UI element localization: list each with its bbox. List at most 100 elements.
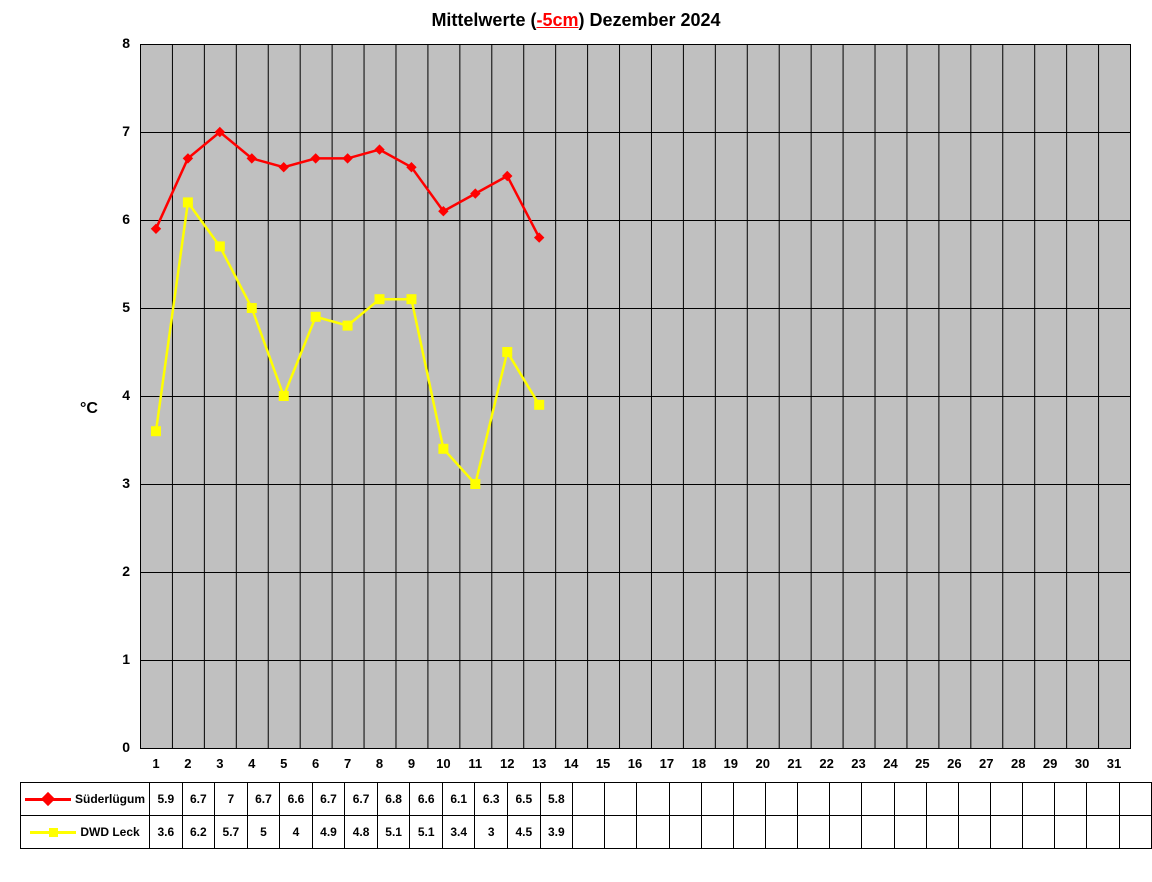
data-cell	[637, 816, 669, 849]
y-tick: 6	[100, 211, 130, 227]
x-tick: 21	[779, 756, 811, 771]
data-cell: 5.9	[150, 783, 183, 816]
y-tick: 5	[100, 299, 130, 315]
series-name: DWD Leck	[76, 825, 139, 839]
y-tick: 0	[100, 739, 130, 755]
data-cell	[1087, 816, 1119, 849]
data-cell: 4.5	[508, 816, 541, 849]
x-tick: 24	[875, 756, 907, 771]
data-cell: 5.1	[410, 816, 443, 849]
x-tick: 17	[651, 756, 683, 771]
data-cell	[605, 783, 637, 816]
data-cell: 6.6	[410, 783, 443, 816]
data-cell: 6.8	[377, 783, 410, 816]
x-tick: 27	[970, 756, 1002, 771]
data-cell	[1023, 783, 1055, 816]
x-tick: 3	[204, 756, 236, 771]
x-tick: 8	[364, 756, 396, 771]
data-cell: 6.7	[247, 783, 280, 816]
y-tick: 2	[100, 563, 130, 579]
data-cell: 5	[247, 816, 280, 849]
series-name: Süderlügum	[71, 792, 145, 806]
x-tick: 25	[906, 756, 938, 771]
square-marker-icon	[30, 825, 76, 839]
x-tick: 5	[268, 756, 300, 771]
data-cell: 5.1	[377, 816, 410, 849]
title-prefix: Mittelwerte (	[431, 10, 536, 30]
data-cell: 3.4	[442, 816, 475, 849]
title-highlight: -5cm	[536, 10, 578, 30]
y-tick: 8	[100, 35, 130, 51]
data-cell: 6.1	[442, 783, 475, 816]
data-cell: 5.7	[215, 816, 248, 849]
data-cell	[701, 816, 733, 849]
data-table: Süderlügum5.96.776.76.66.76.76.86.66.16.…	[20, 782, 1152, 849]
x-tick: 13	[523, 756, 555, 771]
legend-cell: Süderlügum	[21, 783, 150, 816]
y-axis-label: °C	[80, 400, 98, 418]
y-tick: 1	[100, 651, 130, 667]
x-tick: 7	[332, 756, 364, 771]
data-cell: 3.6	[150, 816, 183, 849]
data-cell	[573, 783, 605, 816]
diamond-marker-icon	[25, 792, 71, 806]
data-cell	[894, 783, 926, 816]
data-cell	[1023, 816, 1055, 849]
data-cell	[990, 816, 1022, 849]
data-cell	[958, 816, 990, 849]
x-tick: 31	[1098, 756, 1130, 771]
data-cell	[669, 783, 701, 816]
x-tick: 10	[427, 756, 459, 771]
x-tick: 1	[140, 756, 172, 771]
data-cell: 4.8	[345, 816, 378, 849]
title-suffix: ) Dezember 2024	[578, 10, 720, 30]
data-cell: 7	[215, 783, 248, 816]
data-cell	[958, 783, 990, 816]
data-cell: 6.2	[182, 816, 215, 849]
data-cell	[926, 783, 958, 816]
x-tick: 12	[491, 756, 523, 771]
x-tick: 19	[715, 756, 747, 771]
data-cell: 3.9	[540, 816, 573, 849]
data-cell	[573, 816, 605, 849]
x-tick: 26	[938, 756, 970, 771]
data-cell: 4	[280, 816, 313, 849]
x-tick: 14	[555, 756, 587, 771]
data-cell	[637, 783, 669, 816]
x-tick: 22	[811, 756, 843, 771]
data-cell	[1055, 783, 1087, 816]
chart-title: Mittelwerte (-5cm) Dezember 2024	[0, 10, 1152, 31]
data-cell	[765, 783, 797, 816]
data-cell	[862, 816, 894, 849]
y-tick: 3	[100, 475, 130, 491]
data-cell	[926, 816, 958, 849]
x-tick: 30	[1066, 756, 1098, 771]
data-cell	[830, 816, 862, 849]
x-tick: 11	[459, 756, 491, 771]
data-cell	[669, 816, 701, 849]
data-cell: 6.7	[182, 783, 215, 816]
y-tick: 7	[100, 123, 130, 139]
legend-cell: DWD Leck	[21, 816, 150, 849]
data-cell	[1119, 816, 1151, 849]
x-tick: 23	[843, 756, 875, 771]
y-tick: 4	[100, 387, 130, 403]
data-cell	[1055, 816, 1087, 849]
data-cell	[733, 783, 765, 816]
data-cell: 4.9	[312, 816, 345, 849]
data-cell	[765, 816, 797, 849]
data-cell: 6.3	[475, 783, 508, 816]
data-cell	[862, 783, 894, 816]
data-cell	[733, 816, 765, 849]
data-cell	[830, 783, 862, 816]
data-cell: 6.6	[280, 783, 313, 816]
data-cell	[1087, 783, 1119, 816]
x-tick: 16	[619, 756, 651, 771]
data-cell	[605, 816, 637, 849]
table-row: Süderlügum5.96.776.76.66.76.76.86.66.16.…	[21, 783, 1152, 816]
data-cell	[894, 816, 926, 849]
data-cell: 6.5	[508, 783, 541, 816]
x-tick: 2	[172, 756, 204, 771]
x-tick: 6	[300, 756, 332, 771]
x-tick: 29	[1034, 756, 1066, 771]
